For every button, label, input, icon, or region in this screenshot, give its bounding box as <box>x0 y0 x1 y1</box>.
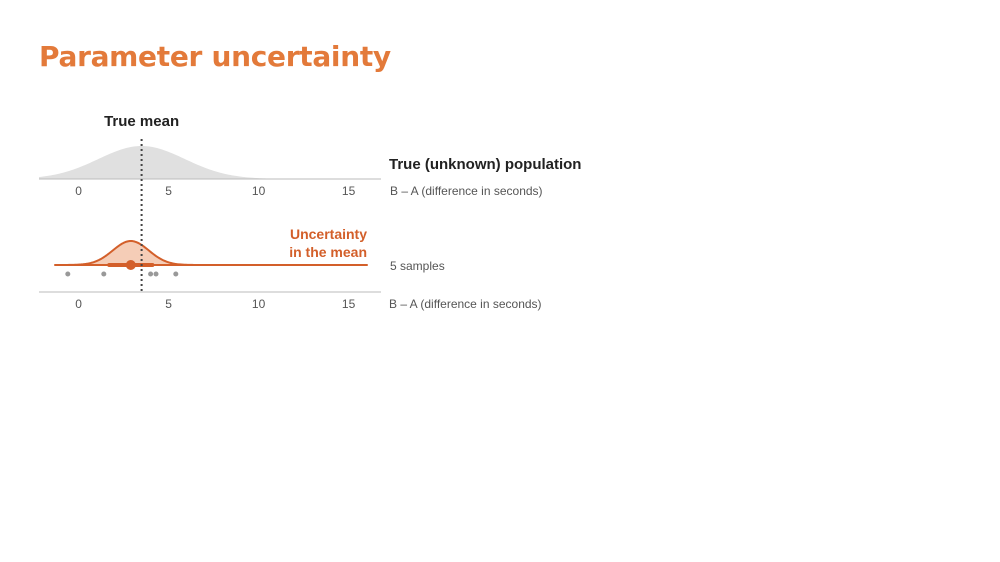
sample-points <box>65 271 179 277</box>
sample-point <box>148 271 154 277</box>
sample-mean-point <box>125 260 136 270</box>
population-x-axis-label: B – A (difference in seconds) <box>390 184 543 198</box>
population-distribution-area <box>39 146 381 179</box>
samples-x-ticks: 0 5 10 15 <box>75 297 355 311</box>
sample-point <box>173 271 179 277</box>
samples-x-axis-label: B – A (difference in seconds) <box>389 297 542 311</box>
slide-title: Parameter uncertainty <box>39 40 391 73</box>
x-tick-label: 10 <box>252 297 266 311</box>
x-tick-label: 5 <box>165 184 172 198</box>
x-tick-label: 0 <box>75 297 82 311</box>
true-mean-label: True mean <box>104 113 179 130</box>
x-tick-label: 0 <box>75 184 82 198</box>
sample-point <box>101 271 107 277</box>
x-tick-label: 15 <box>342 184 356 198</box>
uncertainty-label-line1: Uncertainty <box>290 226 367 242</box>
uncertainty-label-line2: in the mean <box>289 244 367 260</box>
population-x-ticks: 0 5 10 15 <box>75 184 355 198</box>
population-panel: 0 5 10 15 True mean True (unknown) populati… <box>39 113 581 198</box>
x-tick-label: 10 <box>252 184 266 198</box>
samples-count-label: 5 samples <box>390 259 445 273</box>
samples-panel: 0 5 10 15 Uncertainty in the mean 5 samples… <box>39 226 542 311</box>
sample-point <box>153 271 159 277</box>
sample-point <box>65 271 71 277</box>
uncertainty-distribution-area <box>54 240 368 266</box>
population-title: True (unknown) population <box>389 156 581 173</box>
x-tick-label: 15 <box>342 297 356 311</box>
x-tick-label: 5 <box>165 297 172 311</box>
